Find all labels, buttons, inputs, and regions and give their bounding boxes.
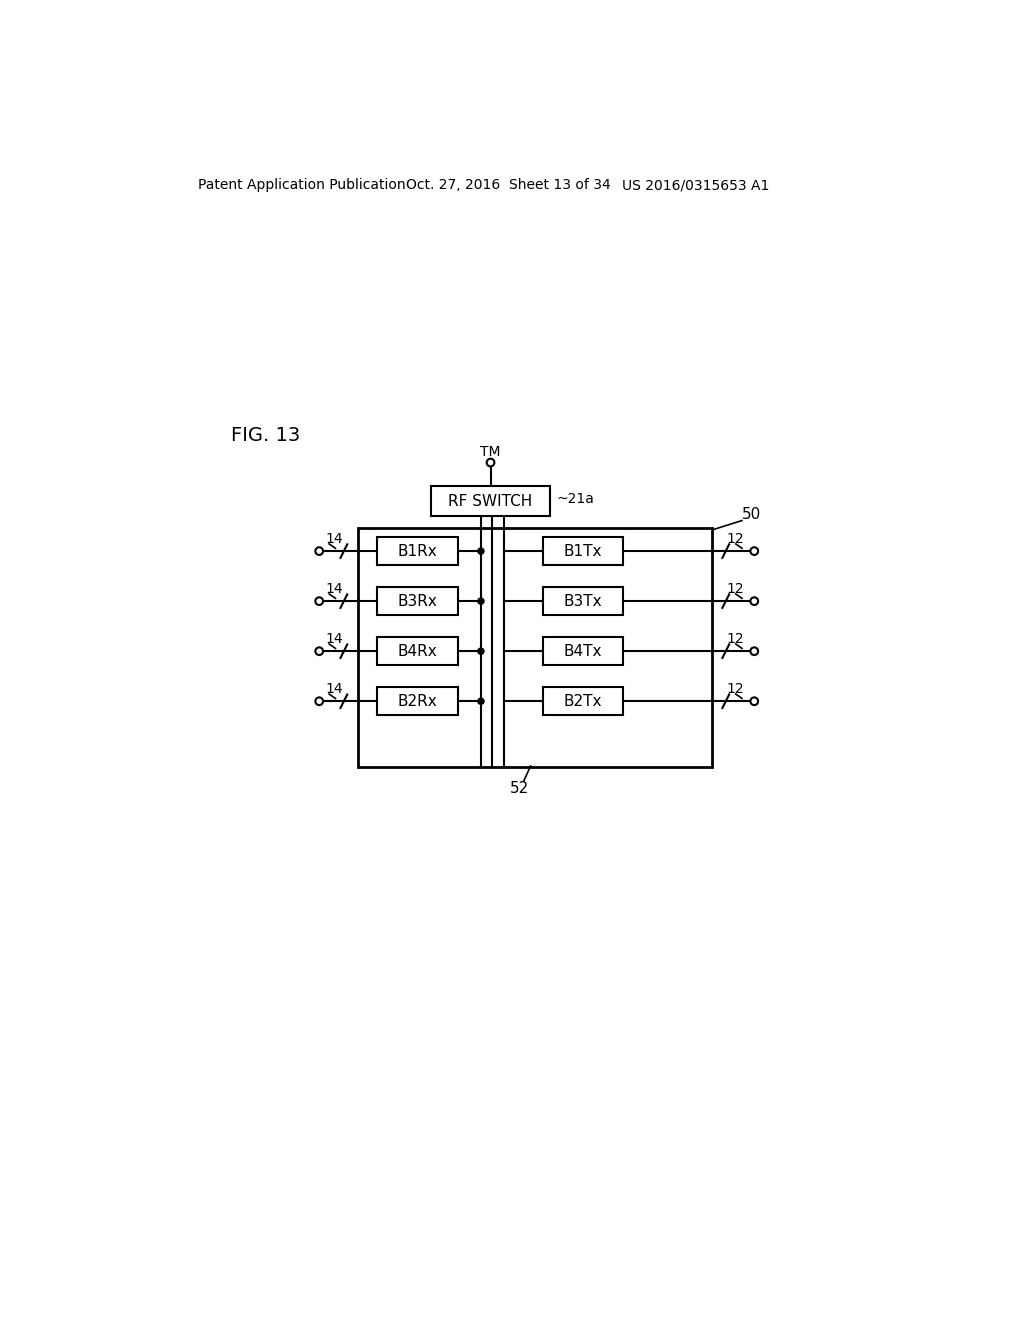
Text: 14: 14 (326, 632, 343, 645)
Text: TM: TM (480, 445, 501, 459)
Text: B1Rx: B1Rx (397, 544, 437, 558)
Text: RF SWITCH: RF SWITCH (449, 494, 532, 508)
Bar (543, 587, 624, 615)
Text: 12: 12 (727, 582, 744, 595)
Bar (543, 638, 624, 665)
Text: B2Rx: B2Rx (397, 694, 437, 709)
Text: B3Tx: B3Tx (563, 594, 602, 609)
Text: 12: 12 (727, 682, 744, 696)
Text: B1Tx: B1Tx (563, 544, 602, 558)
Text: US 2016/0315653 A1: US 2016/0315653 A1 (622, 178, 769, 193)
Text: 14: 14 (326, 582, 343, 595)
Circle shape (478, 548, 484, 554)
Circle shape (478, 598, 484, 605)
Text: Oct. 27, 2016  Sheet 13 of 34: Oct. 27, 2016 Sheet 13 of 34 (407, 178, 611, 193)
Text: FIG. 13: FIG. 13 (230, 426, 300, 445)
Text: B4Tx: B4Tx (563, 644, 602, 659)
Bar (543, 537, 624, 565)
Text: 14: 14 (326, 532, 343, 545)
Text: Patent Application Publication: Patent Application Publication (199, 178, 406, 193)
Text: 50: 50 (742, 507, 762, 521)
Bar (377, 638, 458, 665)
Text: 52: 52 (510, 780, 529, 796)
Text: B4Rx: B4Rx (397, 644, 437, 659)
Text: 12: 12 (727, 532, 744, 545)
Circle shape (478, 648, 484, 655)
Bar (431, 486, 550, 516)
Bar (377, 688, 458, 715)
Text: B3Rx: B3Rx (397, 594, 437, 609)
Bar (543, 688, 624, 715)
Text: 14: 14 (326, 682, 343, 696)
Text: B2Tx: B2Tx (563, 694, 602, 709)
Bar (377, 537, 458, 565)
Bar (357, 528, 712, 767)
Text: 12: 12 (727, 632, 744, 645)
Text: ~21a: ~21a (556, 492, 594, 506)
Bar (377, 587, 458, 615)
Circle shape (478, 698, 484, 705)
